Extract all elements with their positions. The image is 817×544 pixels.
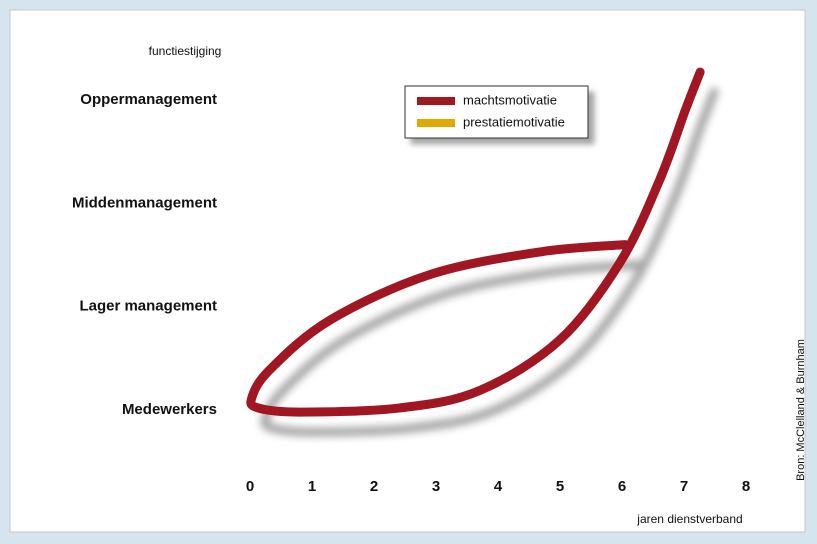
legend-label: prestatiemotivatie: [463, 114, 565, 129]
x-tick-label: 1: [308, 478, 316, 495]
series-line: [246, 67, 705, 417]
source: Bron: McClelland & Burnham: [795, 339, 807, 481]
y-axis-label: functiestijging: [149, 44, 222, 58]
x-tick-label: 7: [680, 478, 688, 495]
x-tick-label: 6: [618, 478, 626, 495]
x-tick-label: 2: [370, 478, 378, 495]
x-tick-label: 0: [246, 478, 254, 495]
x-tick-label: 4: [494, 478, 503, 495]
x-tick-label: 3: [432, 478, 440, 495]
legend-label: machtsmotivatie: [463, 92, 557, 107]
legend-box: [404, 85, 589, 139]
x-tick-label: 5: [556, 478, 564, 495]
y-tick-label: Lager management: [79, 298, 217, 315]
x-tick-label: 8: [742, 478, 750, 495]
x-axis-label: jaren dienstverband: [636, 512, 742, 526]
y-tick-label: Medewerkers: [122, 401, 217, 418]
legend-swatch: [417, 97, 455, 105]
y-tick-label: Middenmanagement: [72, 194, 217, 211]
legend-swatch: [417, 119, 455, 127]
y-tick-label: Oppermanagement: [80, 91, 217, 108]
